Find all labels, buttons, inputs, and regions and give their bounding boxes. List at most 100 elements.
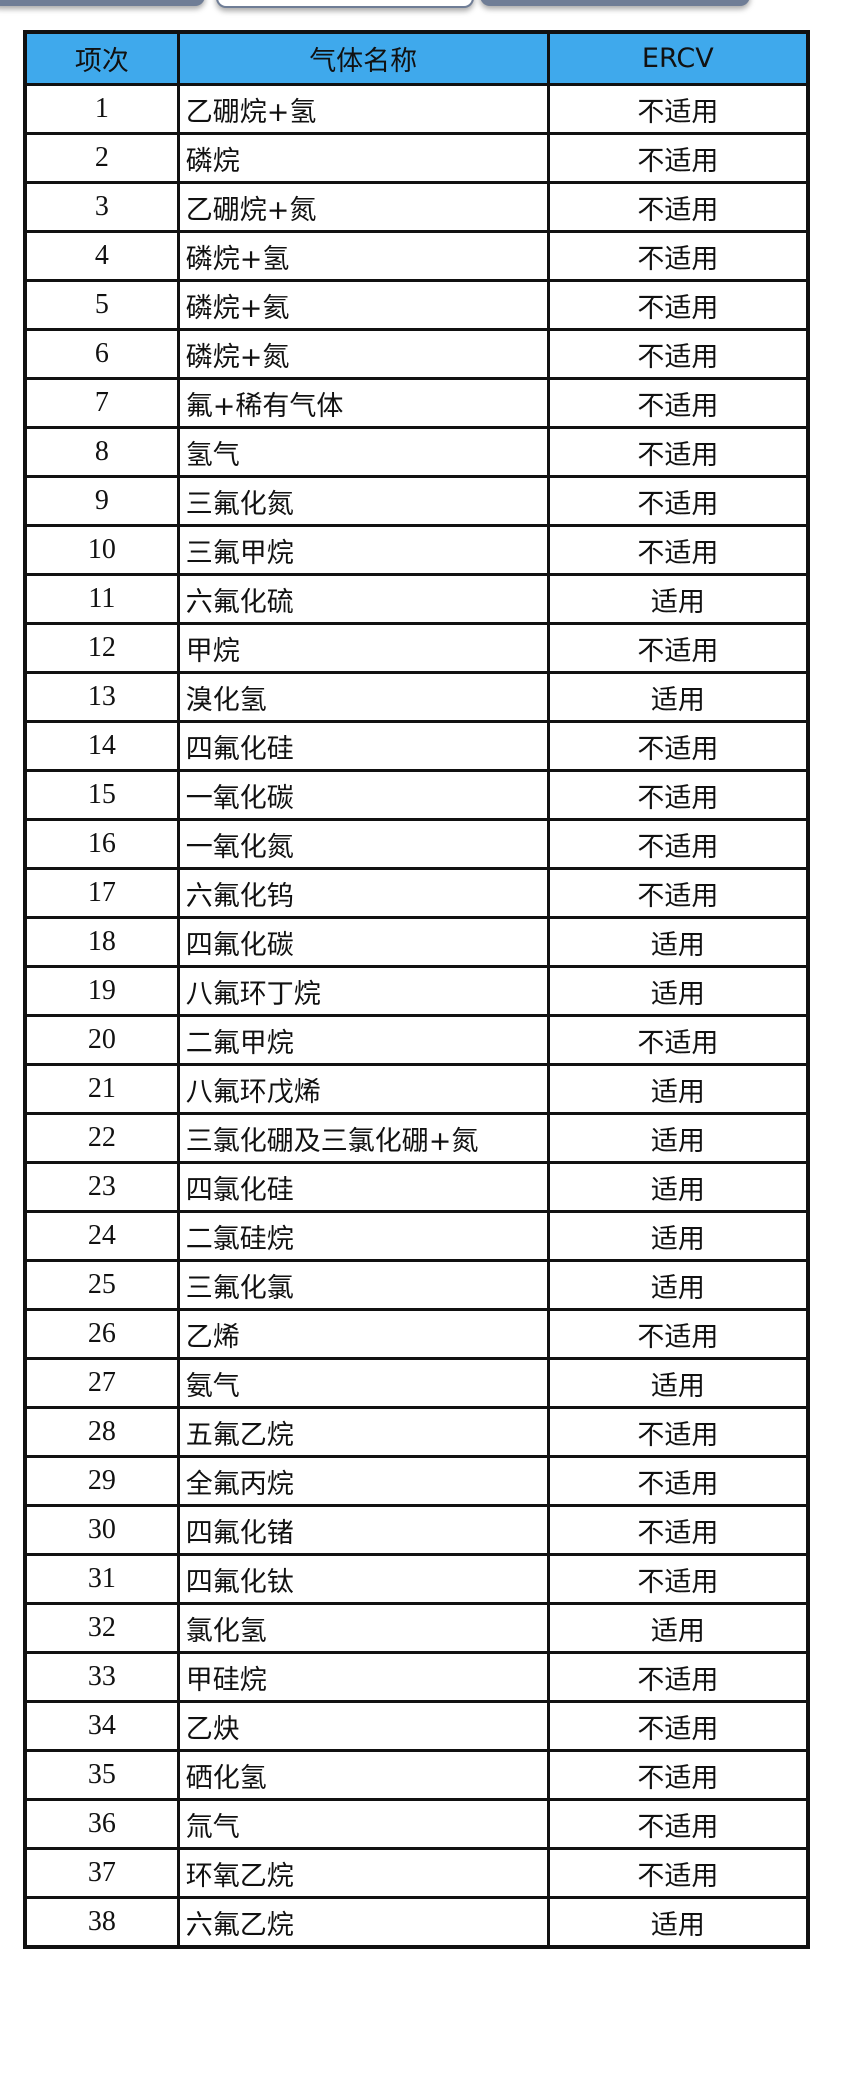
item-number-cell: 24 (23, 1210, 180, 1262)
item-number-cell: 6 (23, 328, 180, 380)
gas-name-cell: 五氟乙烷 (176, 1406, 550, 1458)
ercv-cell: 不适用 (546, 1700, 810, 1752)
table-row: 20 二氟甲烷 不适用 (23, 1014, 810, 1066)
gas-name-cell: 四氯化硅 (176, 1161, 550, 1213)
item-number-cell: 18 (23, 916, 180, 968)
gas-name-cell: 氯化氢 (176, 1602, 550, 1654)
ercv-cell: 不适用 (546, 1749, 810, 1801)
top-tab-right[interactable] (480, 0, 750, 6)
gas-name-cell: 四氟化硅 (176, 720, 550, 772)
ercv-cell: 不适用 (546, 475, 810, 527)
table-row: 36 氚气 不适用 (23, 1798, 810, 1850)
gas-name-cell: 六氟乙烷 (176, 1896, 550, 1949)
table-row: 28 五氟乙烷 不适用 (23, 1406, 810, 1458)
table-row: 9 三氟化氮 不适用 (23, 475, 810, 527)
item-number-cell: 22 (23, 1112, 180, 1164)
item-number-cell: 14 (23, 720, 180, 772)
gas-name-cell: 二氟甲烷 (176, 1014, 550, 1066)
gas-name-cell: 氢气 (176, 426, 550, 478)
ercv-cell: 不适用 (546, 181, 810, 233)
table-row: 34 乙炔 不适用 (23, 1700, 810, 1752)
top-tab-middle[interactable] (216, 0, 474, 8)
table-row: 2 磷烷 不适用 (23, 132, 810, 184)
ercv-cell: 适用 (546, 1161, 810, 1213)
gas-name-cell: 四氟化锗 (176, 1504, 550, 1556)
item-number-cell: 29 (23, 1455, 180, 1507)
item-number-cell: 16 (23, 818, 180, 870)
gas-name-cell: 磷烷+氦 (176, 279, 550, 331)
gas-name-cell: 三氯化硼及三氯化硼+氮 (176, 1112, 550, 1164)
table-row: 16 一氧化氮 不适用 (23, 818, 810, 870)
table-row: 24 二氯硅烷 适用 (23, 1210, 810, 1262)
table-row: 7 氟+稀有气体 不适用 (23, 377, 810, 429)
table-row: 31 四氟化钛 不适用 (23, 1553, 810, 1605)
ercv-cell: 不适用 (546, 1651, 810, 1703)
item-number-cell: 36 (23, 1798, 180, 1850)
item-number-cell: 33 (23, 1651, 180, 1703)
item-number-cell: 2 (23, 132, 180, 184)
ercv-cell: 不适用 (546, 769, 810, 821)
gas-name-cell: 一氧化碳 (176, 769, 550, 821)
table-row: 4 磷烷+氢 不适用 (23, 230, 810, 282)
ercv-cell: 不适用 (546, 1553, 810, 1605)
ercv-cell: 不适用 (546, 818, 810, 870)
ercv-cell: 适用 (546, 1112, 810, 1164)
table-row: 1 乙硼烷+氢 不适用 (23, 83, 810, 135)
gas-name-cell: 四氟化钛 (176, 1553, 550, 1605)
item-number-cell: 34 (23, 1700, 180, 1752)
item-number-cell: 15 (23, 769, 180, 821)
table-row: 33 甲硅烷 不适用 (23, 1651, 810, 1703)
gas-name-cell: 一氧化氮 (176, 818, 550, 870)
header-item-no: 项次 (23, 30, 180, 86)
ercv-cell: 不适用 (546, 622, 810, 674)
gas-name-cell: 乙烯 (176, 1308, 550, 1360)
table-row: 38 六氟乙烷 适用 (23, 1896, 810, 1949)
ercv-cell: 适用 (546, 1896, 810, 1949)
table-row: 25 三氟化氯 适用 (23, 1259, 810, 1311)
ercv-cell: 适用 (546, 1357, 810, 1409)
gas-name-cell: 三氟甲烷 (176, 524, 550, 576)
table-row: 5 磷烷+氦 不适用 (23, 279, 810, 331)
table-row: 8 氢气 不适用 (23, 426, 810, 478)
gas-name-cell: 乙炔 (176, 1700, 550, 1752)
gas-name-cell: 氨气 (176, 1357, 550, 1409)
item-number-cell: 35 (23, 1749, 180, 1801)
ercv-cell: 不适用 (546, 1014, 810, 1066)
item-number-cell: 8 (23, 426, 180, 478)
gas-name-cell: 氟+稀有气体 (176, 377, 550, 429)
ercv-cell: 不适用 (546, 328, 810, 380)
gas-name-cell: 磷烷 (176, 132, 550, 184)
item-number-cell: 27 (23, 1357, 180, 1409)
ercv-cell: 不适用 (546, 524, 810, 576)
gas-name-cell: 溴化氢 (176, 671, 550, 723)
top-tab-left[interactable] (0, 0, 205, 6)
header-ercv: ERCV (546, 30, 810, 86)
table-row: 22 三氯化硼及三氯化硼+氮 适用 (23, 1112, 810, 1164)
item-number-cell: 7 (23, 377, 180, 429)
ercv-cell: 不适用 (546, 426, 810, 478)
ercv-cell: 适用 (546, 1259, 810, 1311)
ercv-cell: 不适用 (546, 1406, 810, 1458)
ercv-cell: 不适用 (546, 230, 810, 282)
table-row: 15 一氧化碳 不适用 (23, 769, 810, 821)
ercv-cell: 不适用 (546, 1847, 810, 1899)
gas-name-cell: 甲烷 (176, 622, 550, 674)
table-row: 35 硒化氢 不适用 (23, 1749, 810, 1801)
ercv-cell: 不适用 (546, 867, 810, 919)
table-row: 14 四氟化硅 不适用 (23, 720, 810, 772)
gas-name-cell: 六氟化钨 (176, 867, 550, 919)
item-number-cell: 19 (23, 965, 180, 1017)
gas-name-cell: 环氧乙烷 (176, 1847, 550, 1899)
item-number-cell: 21 (23, 1063, 180, 1115)
ercv-cell: 适用 (546, 573, 810, 625)
table-row: 17 六氟化钨 不适用 (23, 867, 810, 919)
table-row: 37 环氧乙烷 不适用 (23, 1847, 810, 1899)
table-row: 30 四氟化锗 不适用 (23, 1504, 810, 1556)
table-row: 21 八氟环戊烯 适用 (23, 1063, 810, 1115)
item-number-cell: 3 (23, 181, 180, 233)
gas-name-cell: 磷烷+氢 (176, 230, 550, 282)
table-row: 18 四氟化碳 适用 (23, 916, 810, 968)
ercv-cell: 不适用 (546, 132, 810, 184)
item-number-cell: 23 (23, 1161, 180, 1213)
ercv-cell: 不适用 (546, 1455, 810, 1507)
